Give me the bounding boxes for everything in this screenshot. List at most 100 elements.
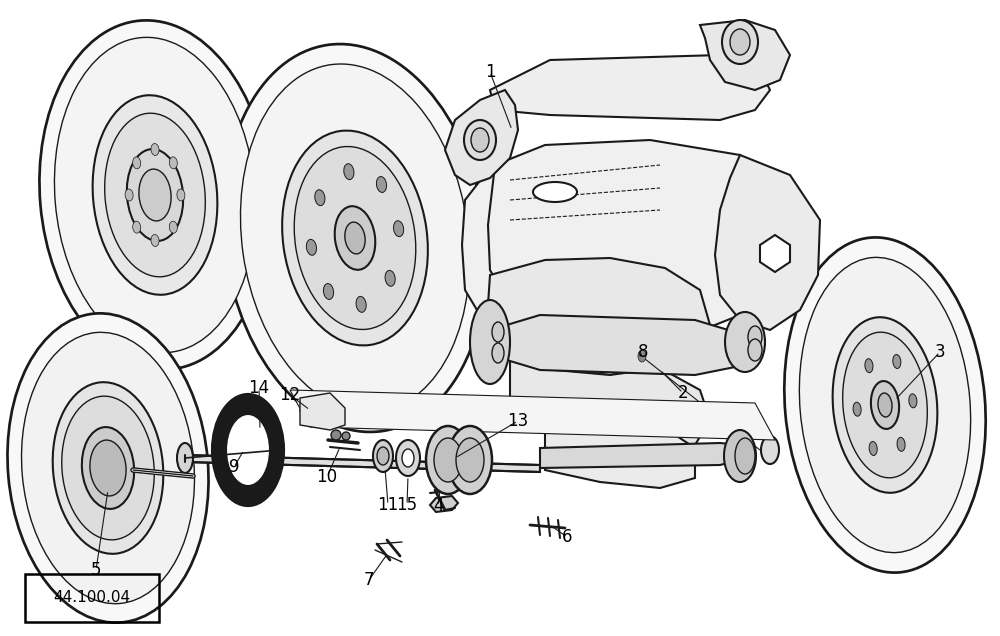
Ellipse shape — [169, 221, 177, 233]
Ellipse shape — [169, 157, 177, 169]
Polygon shape — [462, 165, 545, 315]
Ellipse shape — [725, 312, 765, 372]
Ellipse shape — [464, 120, 496, 160]
Ellipse shape — [730, 29, 750, 55]
Polygon shape — [185, 455, 540, 472]
Text: 14: 14 — [248, 379, 270, 397]
Ellipse shape — [127, 149, 183, 241]
Ellipse shape — [434, 438, 462, 482]
Text: 44.100.04: 44.100.04 — [53, 590, 131, 605]
Polygon shape — [490, 55, 770, 120]
Polygon shape — [490, 315, 745, 375]
Ellipse shape — [865, 359, 873, 373]
Ellipse shape — [39, 20, 271, 370]
Ellipse shape — [492, 322, 504, 342]
Ellipse shape — [315, 190, 325, 205]
Text: 2: 2 — [678, 384, 688, 402]
Ellipse shape — [139, 169, 171, 221]
Text: 7: 7 — [364, 571, 374, 589]
Ellipse shape — [90, 440, 126, 496]
Ellipse shape — [223, 44, 487, 432]
Ellipse shape — [54, 38, 256, 352]
Text: 15: 15 — [396, 496, 418, 514]
Ellipse shape — [761, 436, 779, 464]
Ellipse shape — [323, 284, 334, 300]
Ellipse shape — [345, 222, 365, 254]
Text: 9: 9 — [229, 458, 239, 476]
Ellipse shape — [897, 438, 905, 452]
Ellipse shape — [356, 296, 366, 312]
Ellipse shape — [7, 314, 209, 623]
Ellipse shape — [853, 402, 861, 416]
Polygon shape — [488, 258, 710, 375]
Ellipse shape — [177, 189, 185, 201]
Ellipse shape — [344, 163, 354, 179]
Ellipse shape — [843, 332, 927, 478]
Text: 1: 1 — [485, 63, 495, 81]
Ellipse shape — [402, 449, 414, 467]
Polygon shape — [715, 155, 820, 330]
Ellipse shape — [177, 443, 193, 473]
Polygon shape — [488, 140, 790, 340]
Ellipse shape — [335, 206, 375, 270]
Ellipse shape — [722, 20, 758, 64]
Ellipse shape — [748, 326, 762, 348]
Ellipse shape — [878, 393, 892, 417]
Ellipse shape — [282, 130, 428, 345]
Ellipse shape — [470, 300, 510, 384]
Text: 8: 8 — [638, 343, 648, 361]
Ellipse shape — [133, 157, 141, 169]
Polygon shape — [700, 20, 790, 90]
Ellipse shape — [306, 239, 317, 255]
Ellipse shape — [125, 189, 133, 201]
Ellipse shape — [869, 441, 877, 455]
Ellipse shape — [871, 381, 899, 429]
Ellipse shape — [376, 177, 387, 193]
Ellipse shape — [151, 235, 159, 247]
Text: 5: 5 — [91, 561, 101, 579]
Ellipse shape — [82, 427, 134, 509]
Ellipse shape — [638, 350, 646, 362]
Ellipse shape — [53, 382, 163, 554]
Ellipse shape — [240, 64, 470, 412]
Ellipse shape — [377, 447, 389, 465]
Ellipse shape — [893, 354, 901, 368]
Ellipse shape — [151, 144, 159, 155]
Ellipse shape — [294, 146, 416, 329]
Ellipse shape — [226, 414, 270, 486]
Text: 13: 13 — [507, 412, 529, 430]
Text: 4: 4 — [433, 497, 443, 515]
Ellipse shape — [105, 113, 205, 277]
Ellipse shape — [393, 221, 404, 237]
Ellipse shape — [62, 396, 154, 540]
Ellipse shape — [456, 438, 484, 482]
Ellipse shape — [331, 430, 341, 440]
Ellipse shape — [213, 395, 283, 505]
Ellipse shape — [22, 333, 194, 604]
Ellipse shape — [748, 339, 762, 361]
Ellipse shape — [93, 95, 217, 294]
Polygon shape — [510, 355, 710, 455]
Polygon shape — [300, 393, 345, 430]
Text: 11: 11 — [377, 496, 399, 514]
Ellipse shape — [448, 426, 492, 494]
Polygon shape — [445, 90, 518, 185]
Ellipse shape — [799, 258, 971, 553]
Polygon shape — [430, 496, 458, 512]
Text: 6: 6 — [562, 528, 572, 546]
Polygon shape — [540, 443, 745, 468]
Ellipse shape — [471, 128, 489, 152]
Ellipse shape — [133, 221, 141, 233]
Ellipse shape — [909, 394, 917, 408]
Text: 10: 10 — [316, 468, 338, 486]
Ellipse shape — [426, 426, 470, 494]
Ellipse shape — [833, 317, 937, 493]
Ellipse shape — [784, 237, 986, 572]
Polygon shape — [290, 390, 775, 440]
Ellipse shape — [533, 182, 577, 202]
Ellipse shape — [385, 270, 395, 286]
Ellipse shape — [373, 440, 393, 472]
Ellipse shape — [735, 438, 755, 474]
Ellipse shape — [492, 343, 504, 363]
Polygon shape — [545, 415, 695, 488]
